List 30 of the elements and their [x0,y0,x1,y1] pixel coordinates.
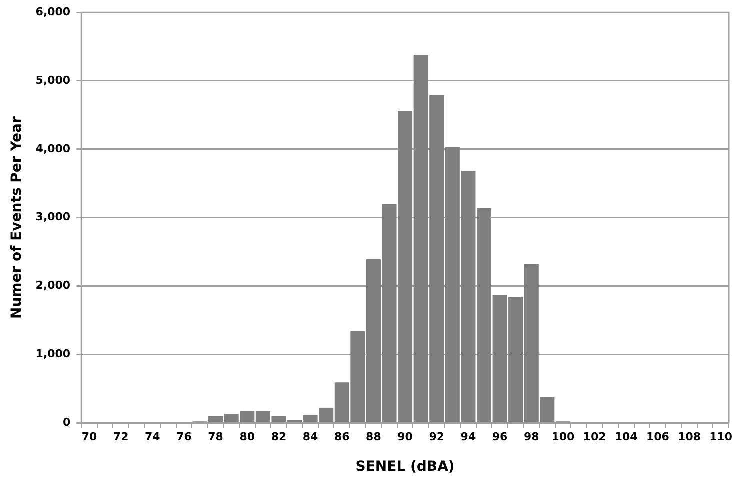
x-tick-label: 92 [429,430,445,444]
y-tick-label: 2,000 [36,279,71,292]
x-tick-label: 98 [524,430,540,444]
y-tick-label: 5,000 [36,74,71,87]
x-tick-label: 108 [678,430,702,444]
x-tick-label: 82 [271,430,287,444]
y-tick-label: 6,000 [36,5,71,18]
y-tick-label: 3,000 [36,210,71,224]
x-tick-label: 102 [583,430,606,444]
y-tick-label: 1,000 [36,347,71,360]
x-tick-label: 94 [460,430,476,444]
x-axis-title: SENEL (dBA) [356,459,455,476]
x-tick-label: 86 [334,430,350,444]
y-tick-label: 0 [62,416,71,429]
x-tick-label: 96 [492,430,508,444]
x-tick-label: 80 [240,430,256,444]
x-tick-label: 72 [113,430,129,444]
x-tick-label: 100 [552,430,576,444]
x-tick-label: 84 [302,430,319,444]
x-tick-label: 104 [614,430,638,444]
x-tick-label: 78 [208,430,224,444]
x-tick-label: 106 [646,430,670,444]
x-tick-label: 88 [366,430,382,444]
x-tick-label: 90 [398,430,414,444]
y-axis-title: Numer of Events Per Year [9,116,26,320]
x-tick-label: 76 [176,430,192,444]
x-tick-label: 74 [144,430,161,444]
x-tick-label: 70 [82,430,98,444]
x-tick-label: 110 [710,430,733,444]
y-tick-label: 4,000 [36,142,71,156]
